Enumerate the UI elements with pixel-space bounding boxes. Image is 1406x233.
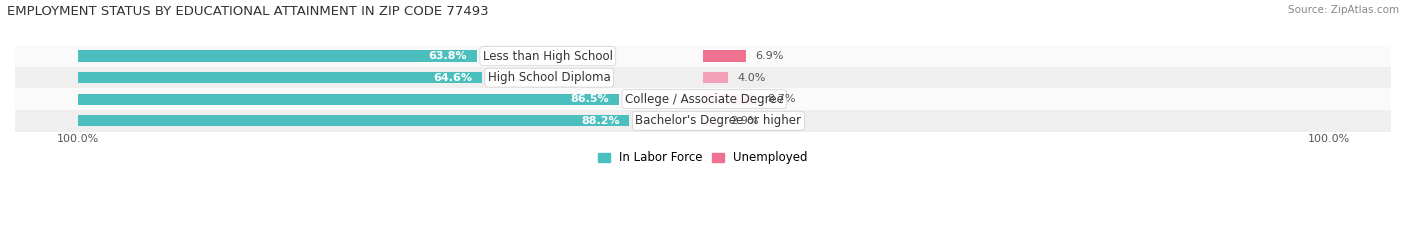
Text: 8.7%: 8.7%	[766, 94, 796, 104]
Bar	[703, 51, 747, 62]
Text: 63.8%: 63.8%	[429, 51, 467, 61]
Text: 64.6%: 64.6%	[433, 73, 472, 83]
Bar	[77, 94, 619, 105]
Text: Source: ZipAtlas.com: Source: ZipAtlas.com	[1288, 5, 1399, 15]
Bar	[15, 67, 1391, 88]
Text: High School Diploma: High School Diploma	[488, 71, 610, 84]
Text: EMPLOYMENT STATUS BY EDUCATIONAL ATTAINMENT IN ZIP CODE 77493: EMPLOYMENT STATUS BY EDUCATIONAL ATTAINM…	[7, 5, 489, 18]
Bar	[15, 88, 1391, 110]
Text: 6.9%: 6.9%	[755, 51, 785, 61]
Bar	[77, 51, 477, 62]
Text: 86.5%: 86.5%	[571, 94, 609, 104]
Text: 88.2%: 88.2%	[581, 116, 620, 126]
Text: 4.0%: 4.0%	[737, 73, 766, 83]
Bar	[77, 115, 630, 126]
Text: Bachelor's Degree or higher: Bachelor's Degree or higher	[636, 114, 801, 127]
Bar	[15, 45, 1391, 67]
Bar	[703, 115, 721, 126]
Bar	[703, 72, 728, 83]
Text: College / Associate Degree: College / Associate Degree	[624, 93, 783, 106]
Text: Less than High School: Less than High School	[482, 50, 613, 63]
Bar	[77, 72, 482, 83]
Text: 2.9%: 2.9%	[731, 116, 759, 126]
Bar	[15, 110, 1391, 131]
Bar	[703, 94, 758, 105]
Legend: In Labor Force, Unemployed: In Labor Force, Unemployed	[598, 151, 808, 164]
